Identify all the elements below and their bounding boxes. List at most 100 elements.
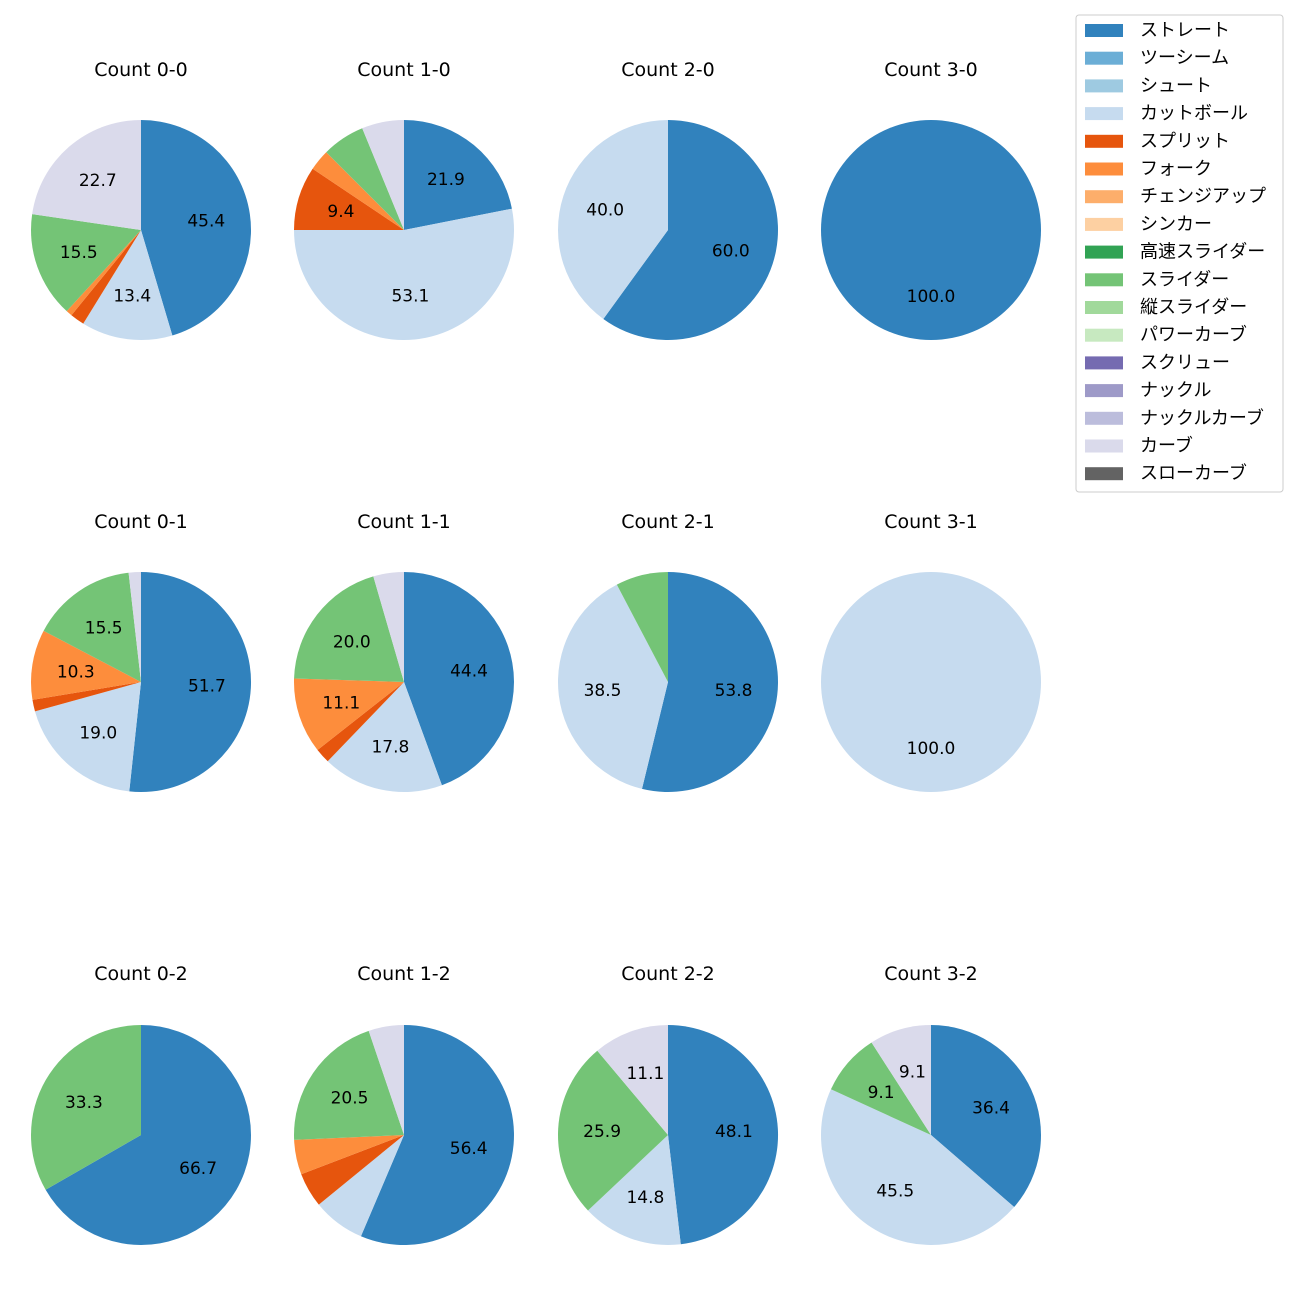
pie-5: Count 0-1 51.7 19.0 10.3 15.5: [30, 511, 252, 793]
pie-slice: [293, 168, 404, 230]
pie-8: Count 3-1 100.0: [821, 511, 1041, 792]
legend-swatch: [1085, 467, 1123, 481]
slice-label: 13.4: [113, 286, 151, 306]
pie-slice: [871, 1025, 931, 1135]
pie-slice: [616, 572, 668, 682]
legend-item: スローカーブ: [1085, 462, 1247, 484]
slice-label: 51.7: [188, 677, 226, 697]
pie-slice: [32, 120, 141, 230]
pie-slice: [557, 1050, 668, 1211]
legend-label: カーブ: [1140, 435, 1193, 457]
slice-label: 20.0: [333, 633, 371, 653]
slice-label: 48.1: [715, 1122, 753, 1142]
pie-title: Count 0-1: [94, 511, 188, 533]
legend-label: スローカーブ: [1140, 462, 1247, 484]
legend-item: フォーク: [1085, 159, 1212, 180]
legend-swatch: [1085, 356, 1123, 370]
slice-label: 20.5: [331, 1089, 369, 1109]
slice-label: 45.4: [187, 212, 225, 232]
pie-10: Count 1-2 56.4 20.5: [294, 963, 514, 1246]
slice-label: 11.1: [626, 1064, 664, 1084]
pie-slice: [557, 584, 668, 789]
slice-label: 15.5: [85, 619, 123, 639]
legend-label: 高速スライダー: [1140, 242, 1265, 263]
pie-4: Count 3-0 100.0: [821, 59, 1041, 340]
legend-item: 高速スライダー: [1085, 242, 1265, 263]
pie-slice: [293, 678, 404, 750]
legend-item: パワーカーブ: [1085, 324, 1247, 346]
slice-label: 9.1: [899, 1063, 926, 1083]
pie-slice: [404, 120, 512, 230]
slice-label: 66.7: [179, 1159, 217, 1179]
legend-swatch: [1085, 217, 1123, 231]
legend-item: ツーシーム: [1085, 48, 1229, 69]
legend-item: ナックル: [1085, 380, 1211, 401]
legend-swatch: [1085, 273, 1123, 287]
pie-slice: [326, 128, 404, 230]
pie-slice: [30, 630, 141, 700]
slice-label: 15.5: [60, 243, 98, 263]
pie-2: Count 1-0 21.9 53.1 9.4: [293, 59, 514, 341]
legend-item: 縦スライダー: [1085, 297, 1247, 318]
pie-slice: [318, 1135, 404, 1237]
legend-label: シュート: [1140, 75, 1212, 96]
pie-title: Count 2-2: [621, 963, 715, 985]
legend-item: ストレート: [1085, 20, 1230, 41]
slice-label: 60.0: [712, 241, 750, 261]
pie-slice: [597, 1025, 668, 1135]
pie-slice: [360, 1025, 514, 1246]
pie-title: Count 3-0: [884, 59, 978, 81]
pie-3: Count 2-0 60.0 40.0: [557, 59, 778, 340]
legend-swatch: [1085, 79, 1123, 93]
legend-label: ナックル: [1140, 380, 1211, 401]
slice-label: 25.9: [583, 1122, 621, 1142]
legend-item: スライダー: [1085, 269, 1229, 290]
pie-title: Count 2-1: [621, 511, 715, 533]
legend-label: チェンジアップ: [1140, 186, 1266, 207]
pie-slice: [294, 1135, 404, 1175]
pie-slice: [34, 682, 141, 792]
legend-label: 縦スライダー: [1140, 297, 1247, 318]
legend-swatch: [1085, 107, 1123, 121]
pie-slice: [368, 1025, 404, 1135]
slice-label: 45.5: [876, 1182, 914, 1202]
legend-frame: [1075, 14, 1284, 493]
pie-slice: [668, 1025, 779, 1245]
pie-slice: [31, 214, 141, 312]
legend-swatch: [1085, 328, 1123, 342]
legend-swatch: [1085, 162, 1123, 176]
pie-7: Count 2-1 53.8 38.5: [557, 511, 779, 792]
pie-title: Count 3-2: [884, 963, 978, 985]
slice-label: 40.0: [586, 201, 624, 221]
legend-label: ツーシーム: [1140, 48, 1229, 69]
pie-slice: [587, 1135, 681, 1246]
pie-slice: [317, 682, 404, 762]
pie-slice: [404, 572, 514, 786]
legend-swatch: [1085, 24, 1123, 37]
legend-item: シュート: [1085, 75, 1212, 96]
pie-title: Count 2-0: [621, 59, 715, 81]
pie-slice: [327, 682, 442, 792]
legend-item: カットボール: [1085, 103, 1248, 124]
slice-label: 22.7: [79, 171, 117, 191]
legend-item: カーブ: [1085, 435, 1193, 457]
pies-group: Count 0-0 45.4 13.4 15.5 22.7 Count 1-0 21.9 53…: [30, 59, 1041, 1246]
slice-label: 33.3: [65, 1093, 103, 1113]
slice-label: 100.0: [907, 739, 956, 759]
pie-title: Count 1-1: [357, 511, 451, 533]
legend-item: チェンジアップ: [1085, 186, 1266, 207]
pie-slice: [45, 1025, 251, 1245]
legend-item: ナックルカーブ: [1085, 407, 1264, 429]
legend-label: スライダー: [1140, 269, 1229, 290]
pie-slice: [373, 572, 404, 682]
legend-label: スクリュー: [1140, 352, 1230, 373]
pie-title: Count 0-0: [94, 59, 188, 81]
pie-slice: [294, 208, 514, 341]
pie-slice: [821, 572, 1041, 792]
legend-label: スプリット: [1140, 131, 1230, 152]
pie-title: Count 3-1: [884, 511, 978, 533]
legend-swatch: [1085, 411, 1123, 425]
legend-swatch: [1085, 384, 1123, 398]
legend-item: スクリュー: [1085, 352, 1230, 373]
